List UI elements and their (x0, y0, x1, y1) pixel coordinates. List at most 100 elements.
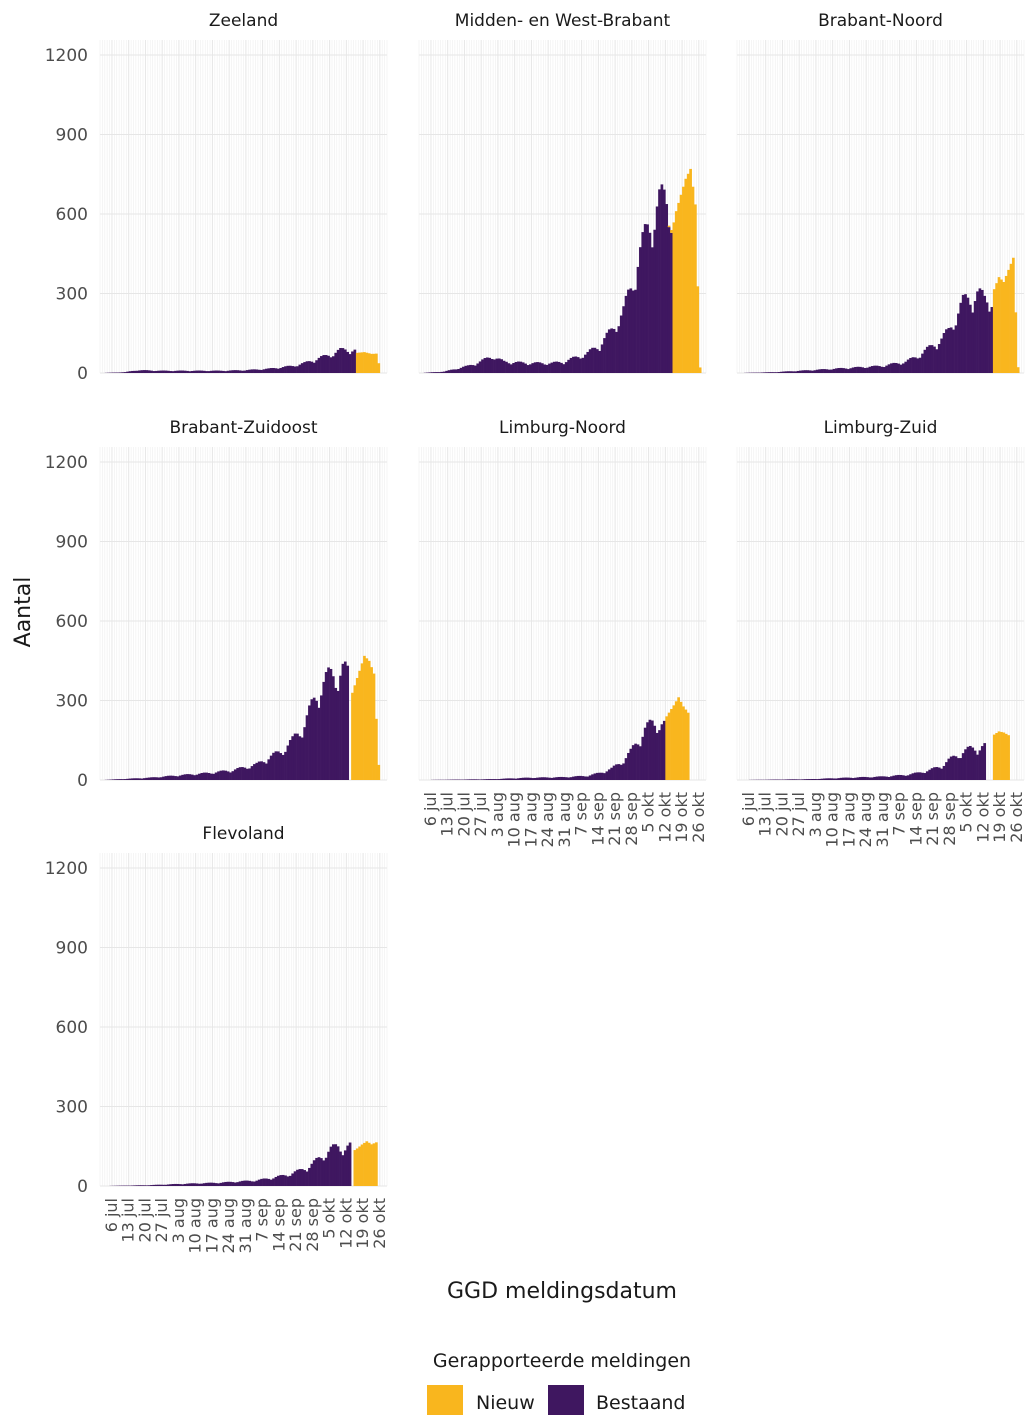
bar-bestaand (978, 288, 982, 373)
bar-nieuw (677, 697, 680, 780)
panel-title: Brabant-Zuidoost (169, 418, 317, 438)
y-tick-label: 0 (77, 364, 88, 384)
bar-bestaand (894, 362, 898, 373)
bar-bestaand (500, 359, 504, 373)
x-tick-label: 17 aug (839, 792, 858, 848)
x-tick-label: 24 aug (538, 792, 557, 848)
bar-bestaand (174, 370, 177, 373)
bar-bestaand (300, 737, 304, 780)
bar-bestaand (195, 774, 199, 780)
bar-bestaand (286, 365, 290, 373)
bar-bestaand (190, 1183, 194, 1186)
bar-bestaand (784, 779, 788, 780)
x-tick-label: 14 sep (269, 1198, 288, 1252)
bar-bestaand (145, 1185, 149, 1186)
bar-bestaand (837, 368, 841, 373)
bar-bestaand (851, 778, 855, 780)
bar-bestaand (308, 361, 311, 373)
bar-bestaand (636, 266, 640, 373)
bar-bestaand (351, 351, 354, 373)
bar-bestaand (536, 362, 539, 373)
bar-bestaand (660, 724, 664, 780)
bar-nieuw (696, 286, 700, 373)
x-tick-label: 6 jul (102, 1198, 121, 1232)
bar-bestaand (174, 776, 177, 780)
bar-nieuw (689, 168, 692, 373)
bar-bestaand (607, 769, 611, 780)
bar-bestaand (794, 779, 798, 780)
bar-bestaand (662, 189, 666, 373)
bar-bestaand (971, 747, 975, 780)
x-tick-label: 12 okt (336, 1198, 355, 1249)
bar-bestaand (627, 752, 630, 780)
bar-bestaand (205, 1182, 208, 1186)
bar-bestaand (181, 774, 185, 780)
bar-bestaand (588, 349, 592, 373)
bar-nieuw (365, 1141, 369, 1186)
bar-bestaand (550, 362, 554, 373)
bar-bestaand (921, 353, 924, 373)
bar-bestaand (811, 370, 814, 373)
bar-bestaand (937, 344, 941, 373)
bar-nieuw (997, 277, 1001, 373)
bar-bestaand (882, 367, 886, 373)
y-tick-label: 600 (56, 612, 88, 632)
bar-nieuw (992, 734, 996, 780)
bar-bestaand (497, 358, 501, 373)
bar-bestaand (140, 370, 144, 373)
bar-bestaand (844, 368, 848, 373)
y-tick-label: 1200 (45, 453, 88, 473)
bar-bestaand (796, 779, 800, 780)
bar-bestaand (341, 1155, 345, 1186)
bar-bestaand (212, 773, 216, 780)
bar-bestaand (507, 363, 511, 373)
bar-bestaand (650, 720, 654, 780)
bar-bestaand (772, 372, 776, 373)
bar-bestaand (980, 746, 984, 780)
bar-bestaand (231, 370, 235, 373)
bar-bestaand (164, 776, 168, 780)
bar-bestaand (469, 779, 472, 780)
bar-bestaand (145, 370, 149, 373)
bar-bestaand (274, 1176, 278, 1186)
bar-bestaand (159, 1184, 163, 1186)
bar-bestaand (945, 329, 948, 373)
bar-nieuw (670, 229, 673, 233)
x-tick-label: 7 sep (890, 792, 909, 836)
legend-label-nieuw: Nieuw (476, 1392, 535, 1414)
bar-bestaand (505, 361, 508, 373)
bar-bestaand (820, 778, 824, 780)
bar-bestaand (835, 778, 838, 780)
bar-bestaand (202, 370, 206, 373)
bar-bestaand (959, 302, 963, 373)
bar-bestaand (514, 361, 518, 373)
bar-nieuw (365, 658, 369, 780)
y-tick-label: 300 (56, 1098, 88, 1118)
bar-bestaand (176, 370, 180, 373)
x-tick-label: 21 sep (605, 792, 624, 846)
x-tick-label: 6 jul (739, 792, 758, 826)
bar-bestaand (928, 345, 932, 373)
bar-nieuw (372, 353, 376, 373)
bar-bestaand (832, 778, 836, 780)
bar-bestaand (983, 295, 987, 373)
bar-bestaand (485, 779, 489, 780)
bar-bestaand (348, 354, 352, 373)
bar-bestaand (615, 764, 618, 780)
x-tick-label: 13 jul (756, 792, 775, 836)
bar-bestaand (622, 763, 625, 780)
x-tick-label: 26 okt (370, 1198, 389, 1249)
x-tick-label: 31 aug (873, 792, 892, 848)
bar-bestaand (229, 370, 232, 373)
bar-bestaand (329, 1146, 333, 1186)
bar-bestaand (229, 1181, 232, 1186)
bar-bestaand (159, 370, 163, 373)
bar-bestaand (152, 777, 156, 780)
bar-bestaand (128, 778, 132, 780)
bar-bestaand (586, 776, 590, 780)
bar-bestaand (315, 360, 318, 373)
bar-bestaand (887, 776, 891, 780)
x-tick-label: 10 aug (505, 792, 524, 848)
panel-title: Brabant-Noord (818, 11, 943, 31)
bar-bestaand (968, 745, 972, 780)
